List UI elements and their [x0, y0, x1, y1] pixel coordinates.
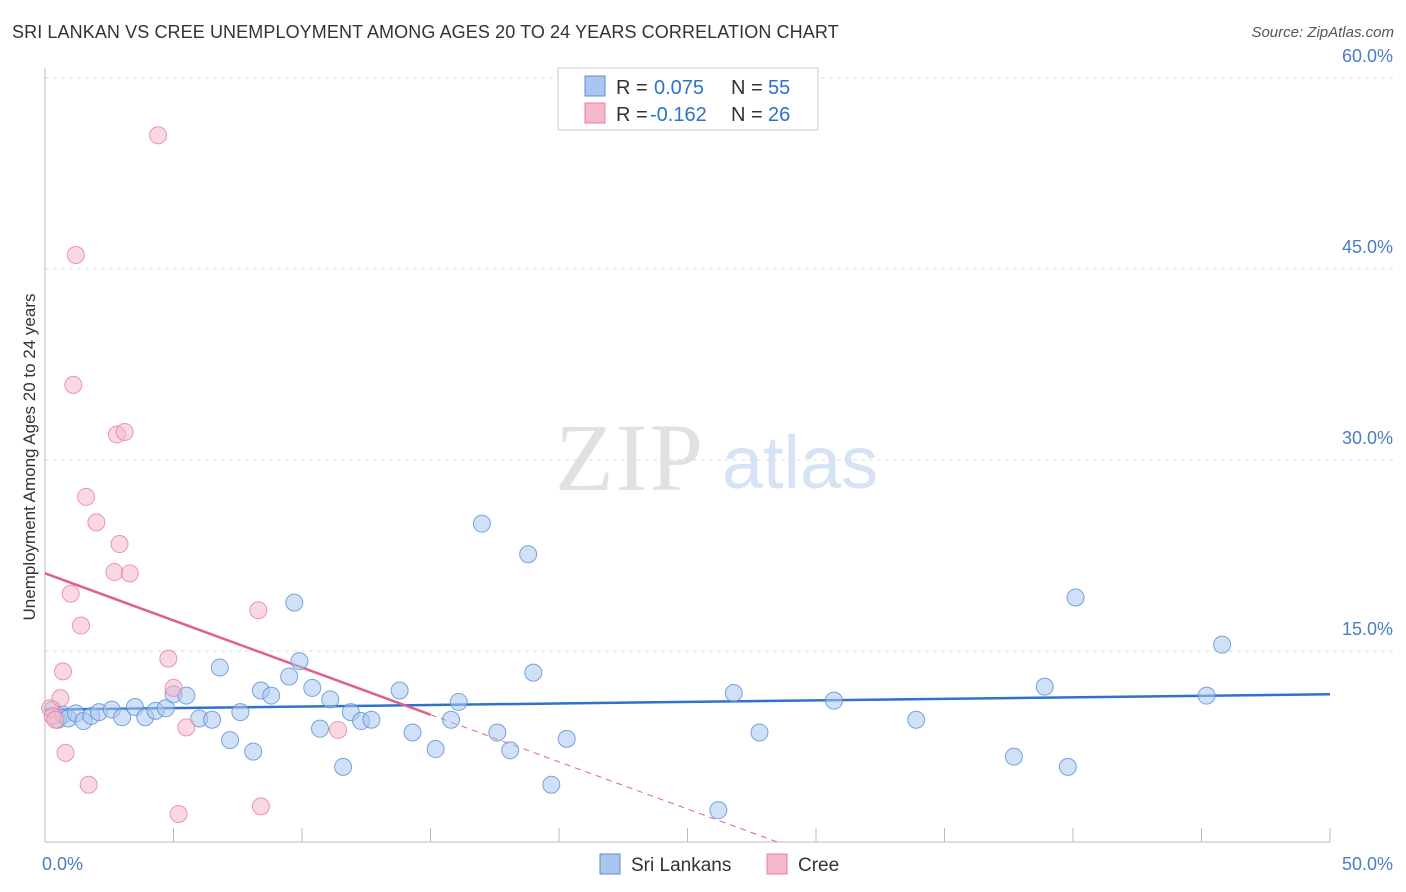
cree-point	[149, 126, 168, 145]
y-tick-label: 15.0%	[1342, 619, 1393, 639]
y-tick-label: 60.0%	[1342, 46, 1393, 66]
cree-point	[177, 718, 196, 737]
legend-r-label: R =	[616, 77, 648, 99]
sri-lankans-point	[907, 710, 926, 729]
cree-point	[53, 662, 72, 681]
trend-lines	[44, 572, 1331, 843]
cree-point	[51, 689, 70, 708]
legend-swatch-blue	[584, 75, 606, 97]
sri-lankans-point	[334, 757, 353, 776]
sri-lankans-point	[824, 691, 843, 710]
y-tick-label: 30.0%	[1342, 428, 1393, 448]
axes	[44, 68, 1331, 843]
legend-r-value: -0.162	[650, 104, 707, 126]
sri-lankans-point	[1004, 747, 1023, 766]
sri-lankans-point	[390, 681, 409, 700]
cree-point	[249, 601, 268, 620]
sri-lankans-point	[1197, 686, 1216, 705]
data-points	[41, 126, 1232, 823]
sri-lankans-point	[113, 708, 132, 727]
sri-lankans-point	[1035, 677, 1054, 696]
legend-r-label: R =	[616, 104, 648, 126]
x-tick-label: 50.0%	[1342, 854, 1393, 874]
sri-lankans-point	[303, 678, 322, 697]
sri-lankans-point	[519, 545, 538, 564]
sri-lankans-trend-line	[44, 693, 1331, 711]
cree-point	[120, 564, 139, 583]
legend-n-value: 55	[768, 77, 790, 99]
correlation-legend: R = 0.075 N = 55 R = -0.162 N = 26	[557, 67, 819, 131]
sri-lankans-point	[156, 699, 175, 718]
series-legend-sri-lankans: Sri Lankans	[631, 855, 731, 876]
cree-point	[328, 720, 347, 739]
sri-lankans-point	[709, 801, 728, 820]
y-tick-label: 45.0%	[1342, 237, 1393, 257]
sri-lankans-point	[403, 723, 422, 742]
sri-lankans-point	[1058, 757, 1077, 776]
cree-point	[110, 535, 129, 554]
y-axis-title: Unemployment Among Ages 20 to 24 years	[20, 294, 39, 621]
sri-lankans-point	[280, 667, 299, 686]
cree-point	[46, 710, 65, 729]
chart-title: SRI LANKAN VS CREE UNEMPLOYMENT AMONG AG…	[12, 22, 839, 42]
sri-lankans-point	[262, 686, 281, 705]
sri-lankans-point	[203, 710, 222, 729]
sri-lankans-point	[426, 740, 445, 759]
sri-lankans-point	[524, 663, 543, 682]
legend-n-label: N =	[731, 77, 763, 99]
sri-lankans-point	[557, 729, 576, 748]
cree-point	[61, 584, 80, 603]
sri-lankans-point	[442, 710, 461, 729]
x-tick-label: 0.0%	[42, 854, 83, 874]
sri-lankans-point	[1066, 588, 1085, 607]
cree-point	[64, 375, 83, 394]
sri-lankans-point	[310, 719, 329, 738]
cree-point	[115, 422, 134, 441]
cree-point	[79, 775, 98, 794]
sri-lankans-point	[290, 652, 309, 671]
legend-r-value: 0.075	[654, 77, 704, 99]
cree-point	[105, 563, 124, 582]
cree-point	[71, 616, 90, 635]
sri-lankans-point	[1213, 635, 1232, 654]
series-legend-swatch-blue	[599, 853, 621, 875]
sri-lankans-point	[231, 703, 250, 722]
cree-point	[159, 649, 178, 668]
cree-point	[169, 804, 188, 823]
sri-lankans-point	[542, 775, 561, 794]
sri-lankans-point	[244, 742, 263, 761]
series-legend: Sri Lankans Cree	[599, 853, 839, 876]
cree-trend-extension	[430, 714, 778, 843]
series-legend-cree: Cree	[798, 855, 839, 876]
sri-lankans-point	[285, 593, 304, 612]
cree-point	[164, 678, 183, 697]
sri-lankans-point	[362, 710, 381, 729]
cree-point	[56, 743, 75, 762]
cree-trend-line	[44, 572, 431, 716]
sri-lankans-point	[321, 690, 340, 709]
sri-lankans-point	[724, 684, 743, 703]
sri-lankans-point	[488, 723, 507, 742]
source-label: Source: ZipAtlas.com	[1251, 24, 1394, 41]
legend-swatch-pink	[584, 102, 606, 124]
watermark-atlas: atlas	[722, 421, 878, 504]
cree-point	[87, 513, 106, 532]
series-legend-swatch-pink	[766, 853, 788, 875]
watermark-zip: ZIP	[555, 404, 705, 511]
sri-lankans-point	[750, 723, 769, 742]
sri-lankans-point	[210, 658, 229, 677]
cree-point	[66, 245, 85, 264]
tick-labels: 15.0% 30.0% 45.0% 60.0% 0.0% 50.0%	[42, 46, 1393, 874]
sri-lankans-point	[221, 731, 240, 750]
legend-n-label: N =	[731, 104, 763, 126]
legend-n-value: 26	[768, 104, 790, 126]
sri-lankans-point	[472, 514, 491, 533]
cree-point	[251, 797, 270, 816]
sri-lankans-point	[501, 741, 520, 760]
cree-point	[77, 487, 96, 506]
gridlines	[45, 77, 1394, 652]
sri-lankans-point	[449, 692, 468, 711]
